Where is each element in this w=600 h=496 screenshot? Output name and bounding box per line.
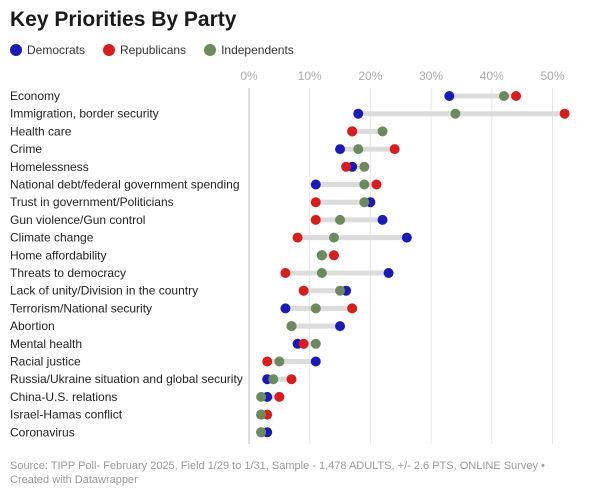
data-point-democrats (280, 303, 291, 314)
category-label: Economy (10, 89, 60, 103)
data-point-democrats (353, 108, 364, 119)
data-point-independents (359, 161, 370, 172)
data-point-republicans (292, 232, 303, 243)
data-point-republicans (559, 108, 570, 119)
data-point-democrats (444, 91, 455, 101)
data-point-republicans (298, 285, 309, 296)
category-label: Lack of unity/Division in the country (10, 284, 198, 298)
data-point-republicans (347, 126, 358, 137)
data-point-democrats (377, 214, 388, 225)
x-tick-label: 30% (419, 69, 443, 83)
legend-dot-independents (204, 44, 217, 56)
x-tick-label: 40% (480, 69, 504, 83)
data-point-republicans (389, 144, 400, 155)
data-point-independents (274, 356, 285, 367)
data-point-independents (256, 409, 267, 420)
x-tick-label: 50% (540, 69, 564, 83)
legend-label-democrats: Democrats (27, 43, 86, 57)
data-point-republicans (310, 197, 321, 208)
data-point-republicans (262, 356, 273, 367)
legend-dot-republicans (103, 44, 116, 56)
category-label: China-U.S. relations (10, 390, 117, 404)
data-point-republicans (328, 250, 339, 261)
data-point-independents (256, 391, 267, 402)
legend-label-republicans: Republicans (120, 43, 187, 57)
data-point-independents (498, 91, 509, 101)
data-point-independents (377, 126, 388, 137)
category-label: Racial justice (10, 355, 81, 369)
data-point-democrats (401, 232, 412, 243)
x-tick-label: 20% (358, 69, 382, 83)
data-point-democrats (383, 268, 394, 278)
category-label: Russia/Ukraine situation and global secu… (10, 372, 243, 386)
data-point-democrats (335, 144, 346, 155)
category-label: Home affordability (10, 248, 107, 262)
category-label: Abortion (10, 319, 55, 333)
data-point-independents (316, 268, 327, 278)
chart-title: Key Priorities By Party (10, 8, 237, 31)
legend: Democrats Republicans Independents (10, 43, 312, 57)
data-point-republicans (341, 161, 352, 172)
category-label: Mental health (10, 337, 82, 351)
data-point-independents (450, 108, 461, 119)
category-label: Threats to democracy (10, 266, 126, 280)
category-label: Immigration, border security (10, 107, 159, 121)
data-point-democrats (335, 321, 346, 332)
category-label: Terrorism/National security (10, 301, 152, 315)
category-label: National debt/federal government spendin… (10, 178, 240, 192)
category-label: Coronavirus (10, 425, 75, 439)
data-point-republicans (347, 303, 358, 314)
data-point-republicans (371, 179, 382, 190)
category-label: Climate change (10, 231, 94, 245)
data-point-democrats (310, 179, 321, 190)
legend-item-democrats: Democrats (10, 43, 85, 57)
data-point-independents (335, 214, 346, 225)
data-point-independents (328, 232, 339, 243)
legend-dot-democrats (10, 44, 22, 56)
data-point-independents (359, 179, 370, 190)
x-tick-label: 0% (240, 69, 258, 83)
source-note: Source: TIPP Poll- February 2025, Field … (10, 460, 545, 486)
category-label: Homelessness (10, 160, 89, 174)
x-tick-label: 10% (298, 69, 322, 83)
data-point-independents (310, 303, 321, 314)
legend-label-independents: Independents (221, 43, 294, 57)
data-point-independents (268, 374, 279, 385)
data-point-republicans (280, 268, 291, 278)
legend-item-independents: Independents (204, 43, 294, 57)
data-point-republicans (274, 391, 285, 402)
data-point-independents (256, 427, 267, 438)
data-point-independents (316, 250, 327, 261)
category-label: Trust in government/Politicians (10, 195, 174, 209)
data-point-independents (286, 321, 297, 332)
legend-item-republicans: Republicans (103, 43, 186, 57)
category-label: Health care (10, 124, 72, 138)
data-point-republicans (286, 374, 297, 385)
data-point-republicans (298, 338, 309, 349)
data-point-republicans (310, 214, 321, 225)
category-label: Israel-Hamas conflict (10, 408, 123, 422)
data-point-republicans (511, 91, 522, 101)
data-point-independents (359, 197, 370, 208)
data-point-democrats (310, 356, 321, 367)
data-point-independents (353, 144, 364, 155)
data-point-independents (335, 285, 346, 296)
data-point-independents (310, 338, 321, 349)
category-label: Crime (10, 142, 42, 156)
category-label: Gun violence/Gun control (10, 213, 145, 227)
